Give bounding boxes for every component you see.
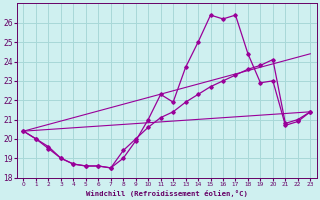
X-axis label: Windchill (Refroidissement éolien,°C): Windchill (Refroidissement éolien,°C) <box>86 190 248 197</box>
